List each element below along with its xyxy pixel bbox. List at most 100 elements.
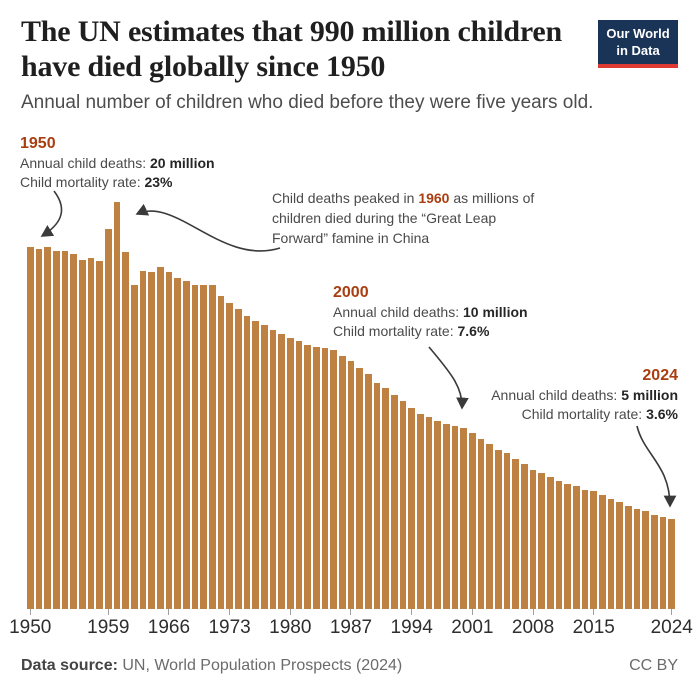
bar-1971: [209, 285, 216, 609]
bar-2015: [590, 491, 597, 609]
license-badge: CC BY: [629, 657, 678, 674]
bar-1964: [148, 272, 155, 609]
bar-1954: [61, 250, 69, 609]
bar-1994: [408, 408, 415, 609]
bar-1985: [330, 350, 337, 609]
bar-1983: [313, 346, 320, 609]
bar-1959: [105, 228, 112, 609]
bar-2001: [469, 433, 476, 609]
bar-2013: [573, 485, 580, 609]
x-label-1980: 1980: [269, 617, 312, 638]
annotation-2000-deaths-label: Annual child deaths:: [333, 304, 463, 321]
annotation-2024-deaths-value: 5 million: [621, 387, 678, 404]
bar-1951: [35, 248, 43, 609]
bar-2024: [668, 518, 675, 609]
x-tick-1950: [29, 609, 31, 615]
bar-1989: [365, 373, 372, 609]
data-source-label: Data source:: [21, 657, 118, 674]
bar-1990: [373, 382, 381, 609]
annotation-2000-rate-value: 7.6%: [457, 322, 490, 339]
bar-2021: [642, 511, 649, 609]
bar-1953: [53, 250, 60, 609]
bar-1992: [391, 395, 398, 609]
x-tick-1980: [289, 609, 291, 615]
x-tick-1987: [350, 609, 352, 615]
bar-1997: [434, 420, 441, 609]
bar-1963: [139, 270, 147, 609]
bar-1955: [70, 254, 77, 609]
bar-1957: [87, 257, 95, 609]
annotation-2000-year: 2000: [333, 284, 369, 301]
bar-1952: [44, 247, 51, 609]
annotation-2024: 2024 Annual child deaths: 5 million Chil…: [491, 365, 678, 423]
bar-2005: [503, 453, 511, 609]
annotation-2000-rate-label: Child mortality rate:: [333, 322, 458, 339]
annotation-2024-deaths-label: Annual child deaths:: [491, 387, 622, 404]
bar-1999: [451, 426, 459, 609]
annotation-2024-rate-value: 3.6%: [646, 405, 678, 422]
bar-1967: [174, 277, 181, 609]
bar-1962: [131, 285, 138, 609]
bar-1988: [356, 368, 363, 609]
bar-1993: [399, 400, 407, 609]
bar-1974: [235, 308, 242, 609]
owid-logo: Our World in Data: [598, 20, 678, 69]
x-label-2015: 2015: [572, 617, 615, 638]
x-tick-1966: [168, 609, 170, 615]
bar-2011: [555, 480, 563, 609]
bar-series: [27, 199, 675, 609]
annotation-1960-peak: Child deaths peaked in 1960 as millions …: [272, 188, 550, 248]
annotation-1950-rate-value: 23%: [144, 173, 173, 190]
x-tick-1959: [107, 609, 109, 615]
bar-1960: [113, 201, 121, 609]
bar-1961: [122, 252, 129, 609]
bar-2006: [512, 458, 519, 609]
annotation-1950-rate-label: Child mortality rate:: [20, 173, 145, 190]
bar-2010: [547, 476, 554, 609]
bar-2008: [529, 469, 537, 609]
bar-1950: [27, 247, 34, 609]
annotation-2024-year: 2024: [642, 367, 678, 384]
data-source: Data source: UN, World Population Prospe…: [21, 657, 402, 675]
bar-2007: [521, 464, 528, 609]
bar-1969: [191, 285, 199, 609]
x-label-1950: 1950: [9, 617, 52, 638]
x-label-2001: 2001: [451, 617, 494, 638]
bar-2020: [633, 509, 641, 609]
bar-1986: [339, 355, 346, 609]
owid-logo-line1: Our World: [606, 26, 670, 41]
bar-1973: [226, 303, 233, 609]
bar-1982: [304, 344, 311, 609]
bar-1976: [252, 321, 259, 609]
bar-2022: [651, 514, 658, 609]
bar-2018: [616, 502, 623, 609]
bar-2000: [460, 428, 467, 609]
annotation-1960-post: as millions of children died during the …: [272, 190, 535, 247]
bar-2004: [495, 449, 502, 609]
data-source-text: UN, World Population Prospects (2024): [117, 657, 403, 674]
bar-2002: [477, 438, 485, 609]
bar-2023: [659, 516, 667, 609]
x-tick-2001: [471, 609, 473, 615]
x-tick-2024: [671, 609, 673, 615]
bar-1998: [443, 424, 450, 609]
bar-1975: [243, 315, 251, 609]
owid-logo-line2: in Data: [616, 42, 660, 58]
bar-1995: [417, 413, 424, 609]
bar-1991: [382, 388, 389, 609]
annotation-1950-deaths-value: 20 million: [149, 155, 215, 172]
annotation-1950-deaths-label: Annual child deaths:: [20, 155, 150, 172]
bar-1987: [347, 361, 355, 609]
annotation-1950: 1950 Annual child deaths: 20 million Chi…: [20, 133, 215, 191]
bar-2019: [625, 505, 632, 609]
x-label-1973: 1973: [208, 617, 251, 638]
annotation-2000: 2000 Annual child deaths: 10 million Chi…: [333, 282, 528, 340]
x-label-2008: 2008: [511, 617, 555, 638]
x-tick-1973: [229, 609, 231, 615]
x-label-1966: 1966: [147, 617, 191, 638]
bar-1972: [217, 295, 225, 609]
chart-subtitle: Annual number of children who died befor…: [21, 92, 594, 113]
x-label-1959: 1959: [87, 617, 130, 638]
bar-1966: [165, 272, 173, 609]
